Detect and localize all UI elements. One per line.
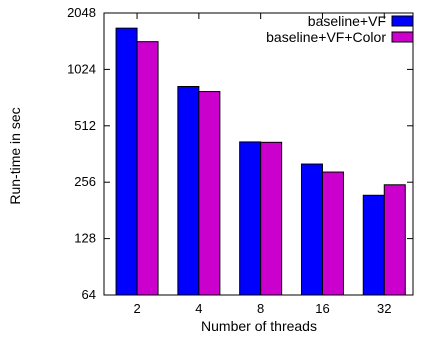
bar-baseline-vf-color-2 xyxy=(136,41,159,296)
y-axis-label: Run-time in sec xyxy=(7,107,23,204)
x-tick-label: 8 xyxy=(257,301,264,316)
y-tick-label: 512 xyxy=(74,118,96,133)
x-axis: 2 4 8 16 32 xyxy=(133,13,391,316)
legend-label: baseline+VF+Color xyxy=(266,29,386,45)
y-tick-label: 256 xyxy=(74,174,96,189)
legend-swatch xyxy=(391,31,414,43)
y-axis: 64 128 256 512 1024 2048 xyxy=(67,5,413,302)
x-axis-label: Number of threads xyxy=(201,318,317,334)
x-tick-label: 2 xyxy=(133,301,140,316)
bar-baseline-vf-4 xyxy=(177,85,200,296)
bar-baseline-vf-color-16 xyxy=(321,171,344,296)
x-tick-label: 16 xyxy=(315,301,329,316)
x-tick-label: 32 xyxy=(377,301,391,316)
legend-label: baseline+VF xyxy=(308,13,386,29)
y-tick-label: 64 xyxy=(82,287,96,302)
y-tick-label: 1024 xyxy=(67,61,96,76)
bar-baseline-vf-color-4 xyxy=(198,91,221,296)
bar-baseline-vf-16 xyxy=(300,163,323,296)
x-tick-label: 4 xyxy=(195,301,202,316)
bar-baseline-vf-8 xyxy=(239,141,262,296)
bar-baseline-vf-32 xyxy=(362,194,385,296)
y-tick-label: 128 xyxy=(74,231,96,246)
bar-series xyxy=(115,27,406,296)
legend-swatch xyxy=(391,15,414,27)
bar-baseline-vf-color-8 xyxy=(260,141,283,296)
bar-baseline-vf-2 xyxy=(115,27,138,296)
y-tick-label: 2048 xyxy=(67,5,96,20)
bar-baseline-vf-color-32 xyxy=(383,184,406,296)
